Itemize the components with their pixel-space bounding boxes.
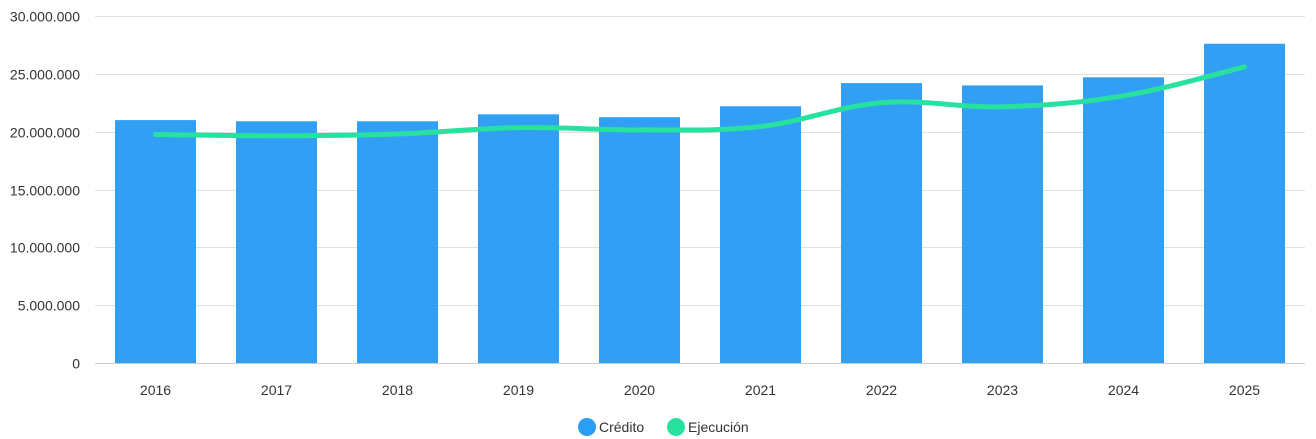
x-tick-label: 2020 <box>624 382 655 398</box>
legend-item-crédito[interactable]: Crédito <box>578 418 644 436</box>
y-tick-label: 30.000.000 <box>10 9 80 25</box>
point-ejecucion-2024[interactable] <box>1121 93 1127 99</box>
line-ejecucion[interactable] <box>153 64 1247 139</box>
credito-bars <box>115 43 1285 364</box>
x-tick-label: 2022 <box>866 382 897 398</box>
x-tick-label: 2018 <box>382 382 413 398</box>
y-tick-label: 0 <box>72 356 80 372</box>
point-ejecucion-2019[interactable] <box>516 125 522 131</box>
bar-credito-2017[interactable] <box>236 121 317 363</box>
x-tick-label: 2023 <box>987 382 1018 398</box>
legend-label: Crédito <box>599 419 644 435</box>
x-tick-label: 2024 <box>1108 382 1139 398</box>
y-tick-label: 10.000.000 <box>10 240 80 256</box>
y-tick-label: 25.000.000 <box>10 67 80 83</box>
bar-credito-2025[interactable] <box>1204 43 1285 363</box>
bar-credito-2020[interactable] <box>599 117 680 363</box>
x-tick-label: 2019 <box>503 382 534 398</box>
legend: Crédito Ejecución <box>578 418 749 436</box>
x-tick-label: 2016 <box>140 382 171 398</box>
point-ejecucion-2025[interactable] <box>1242 64 1248 70</box>
bar-credito-2021[interactable] <box>720 106 801 363</box>
ejecucion-line <box>153 64 1248 139</box>
x-tick-label: 2025 <box>1229 382 1260 398</box>
point-ejecucion-2018[interactable] <box>395 131 401 137</box>
x-axis-tick-labels: 2016 2017 2018 2019 2020 2021 2022 2023 2024 2025 <box>95 363 1305 398</box>
y-tick-label: 15.000.000 <box>10 183 80 199</box>
y-tick-label: 5.000.000 <box>18 298 80 314</box>
point-ejecucion-2022[interactable] <box>879 100 885 106</box>
legend-marker-icon <box>667 418 685 436</box>
bar-credito-2024[interactable] <box>1083 77 1164 363</box>
bar-credito-2022[interactable] <box>841 83 922 363</box>
x-tick-label: 2021 <box>745 382 776 398</box>
x-tick-label: 2017 <box>261 382 292 398</box>
bar-credito-2023[interactable] <box>962 85 1043 364</box>
point-ejecucion-2017[interactable] <box>274 133 280 139</box>
legend-label: Ejecución <box>688 419 749 435</box>
y-axis-tick-labels: 0 5.000.000 10.000.000 15.000.000 20.000.000… <box>10 9 80 372</box>
bar-credito-2016[interactable] <box>115 120 196 363</box>
point-ejecucion-2023[interactable] <box>1000 104 1006 110</box>
point-ejecucion-2020[interactable] <box>637 127 643 133</box>
bar-credito-2019[interactable] <box>478 114 559 363</box>
point-ejecucion-2021[interactable] <box>758 123 764 129</box>
y-tick-label: 20.000.000 <box>10 125 80 141</box>
bar-credito-2018[interactable] <box>357 121 438 363</box>
point-ejecucion-2016[interactable] <box>153 132 159 138</box>
legend-item-ejecución[interactable]: Ejecución <box>667 418 749 436</box>
legend-marker-icon <box>578 418 596 436</box>
